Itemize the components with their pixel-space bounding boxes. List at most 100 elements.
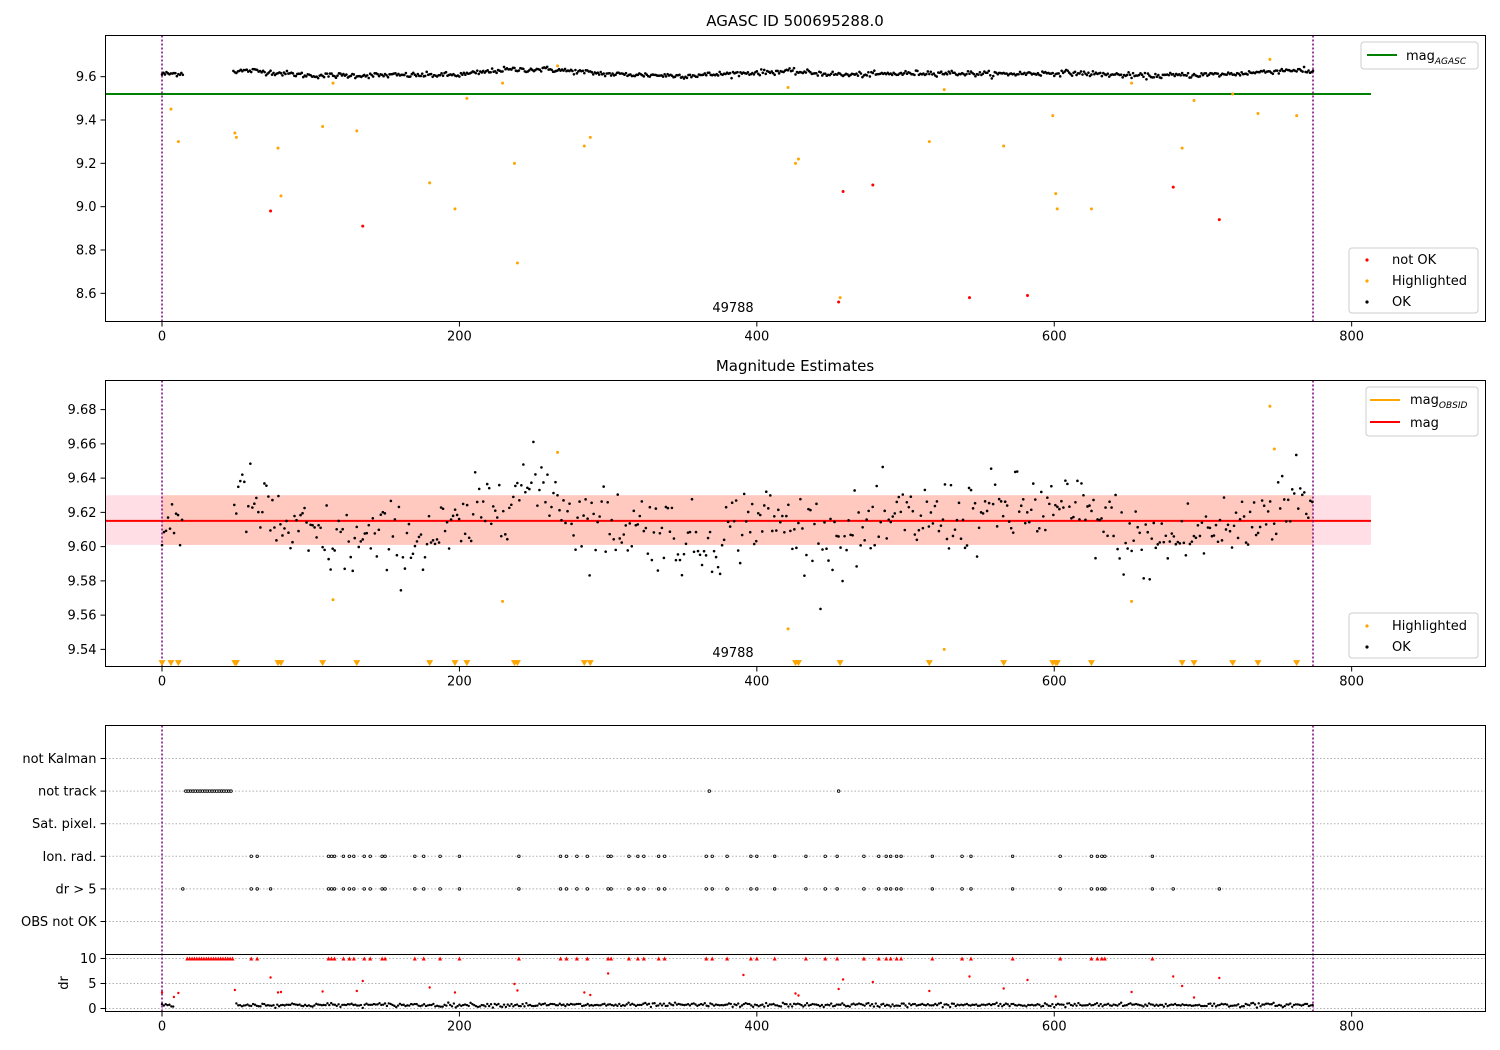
ok-point (1154, 546, 1158, 550)
dr-point (1121, 1004, 1125, 1008)
panel3-xtick-label: 600 (1042, 1020, 1067, 1035)
dr-point (852, 1002, 855, 1005)
ok-point (614, 548, 618, 552)
ok-point (564, 521, 567, 525)
dr-point (333, 1003, 337, 1006)
dr-outlier-marker (457, 956, 462, 961)
ok-point (1188, 542, 1192, 546)
out-of-range-marker (836, 660, 844, 667)
ok-point (1204, 71, 1208, 75)
ok-point (317, 523, 320, 527)
dr-point (638, 1003, 641, 1007)
ok-point (993, 483, 997, 486)
dr-point (1290, 1005, 1294, 1008)
ok-point (758, 513, 762, 517)
dr-point (1303, 1002, 1307, 1006)
ok-point (1066, 482, 1069, 486)
ok-point (462, 71, 466, 75)
ok-point (911, 509, 915, 513)
dr-point (816, 1003, 820, 1007)
ok-point (273, 526, 276, 529)
dr-point (385, 1004, 389, 1008)
dr-point (543, 1002, 547, 1005)
dr-point (828, 1004, 831, 1007)
dr-point (1064, 1005, 1067, 1009)
ion-rad-marker (772, 854, 777, 858)
ok-point (1200, 521, 1204, 524)
ok-point (624, 524, 628, 527)
dr-point (580, 1004, 584, 1008)
dr-point (586, 1002, 589, 1006)
dr-point (363, 1003, 366, 1006)
ion-rad-marker (636, 854, 640, 858)
highlighted-point (794, 161, 797, 165)
highlighted-point (1089, 207, 1093, 211)
not-track-marker (707, 789, 711, 793)
ok-point (819, 71, 823, 74)
dr-outlier-marker (748, 956, 753, 961)
dr-gt5-marker (255, 887, 259, 891)
dr-flagged-point (361, 979, 364, 983)
ion-rad-marker (656, 854, 661, 858)
dr-point (798, 1002, 801, 1006)
ok-point (650, 558, 654, 562)
ok-point (322, 75, 326, 79)
ok-point (1052, 513, 1055, 517)
ok-point (1271, 72, 1275, 76)
ok-point (289, 546, 292, 550)
ok-point (1246, 73, 1249, 76)
dr-point (1108, 1004, 1112, 1007)
panel1-xtick-label: 600 (1042, 330, 1067, 345)
ok-point (483, 519, 487, 523)
dr-point (460, 1004, 463, 1008)
ok-point (1158, 541, 1162, 544)
ok-point (1025, 511, 1029, 514)
dr-point (930, 1004, 933, 1007)
dr-point (467, 1004, 470, 1008)
ok-point (708, 530, 712, 534)
ok-point (232, 503, 236, 507)
dr-point (383, 1002, 387, 1005)
dr-point (1160, 1003, 1164, 1007)
dr-point (374, 1003, 377, 1006)
ok-point (688, 530, 692, 534)
dr-point (1179, 1004, 1182, 1007)
dr-gt5-marker (368, 887, 372, 891)
ok-point (1023, 521, 1027, 525)
dr-point (1082, 1004, 1086, 1007)
dr-point (355, 1004, 359, 1007)
dr-point (692, 1002, 695, 1005)
ok-point (652, 531, 656, 534)
ok-point (1185, 74, 1188, 77)
ok-point (945, 72, 949, 76)
ok-point (548, 514, 551, 517)
dr-point (1114, 1003, 1117, 1007)
ok-point (590, 70, 594, 74)
dr-outlier-marker (710, 956, 715, 961)
ok-point (510, 503, 513, 507)
dr-point (1053, 1006, 1056, 1009)
ok-point (269, 69, 272, 73)
dr-point (792, 1002, 796, 1006)
ok-point (759, 68, 763, 71)
dr-point (668, 1002, 671, 1005)
ok-point (361, 538, 365, 541)
dr-point (885, 1003, 889, 1007)
ok-point (1104, 506, 1107, 509)
dr-point (577, 1002, 580, 1006)
ok-point (1206, 526, 1210, 529)
ok-point (600, 500, 603, 503)
ok-point (1202, 552, 1206, 555)
ok-point (538, 488, 541, 492)
ok-point (554, 480, 557, 484)
dr-point (285, 1003, 288, 1006)
ok-point (792, 66, 796, 70)
panel1-plot-area (105, 35, 1371, 322)
dr-point (880, 1003, 883, 1006)
dr-point (326, 1002, 329, 1005)
dr-point (1307, 1004, 1311, 1008)
ion-rad-marker (725, 854, 729, 858)
ok-point (583, 71, 586, 75)
dr-point (744, 1001, 747, 1005)
ion-rad-marker (368, 854, 372, 858)
